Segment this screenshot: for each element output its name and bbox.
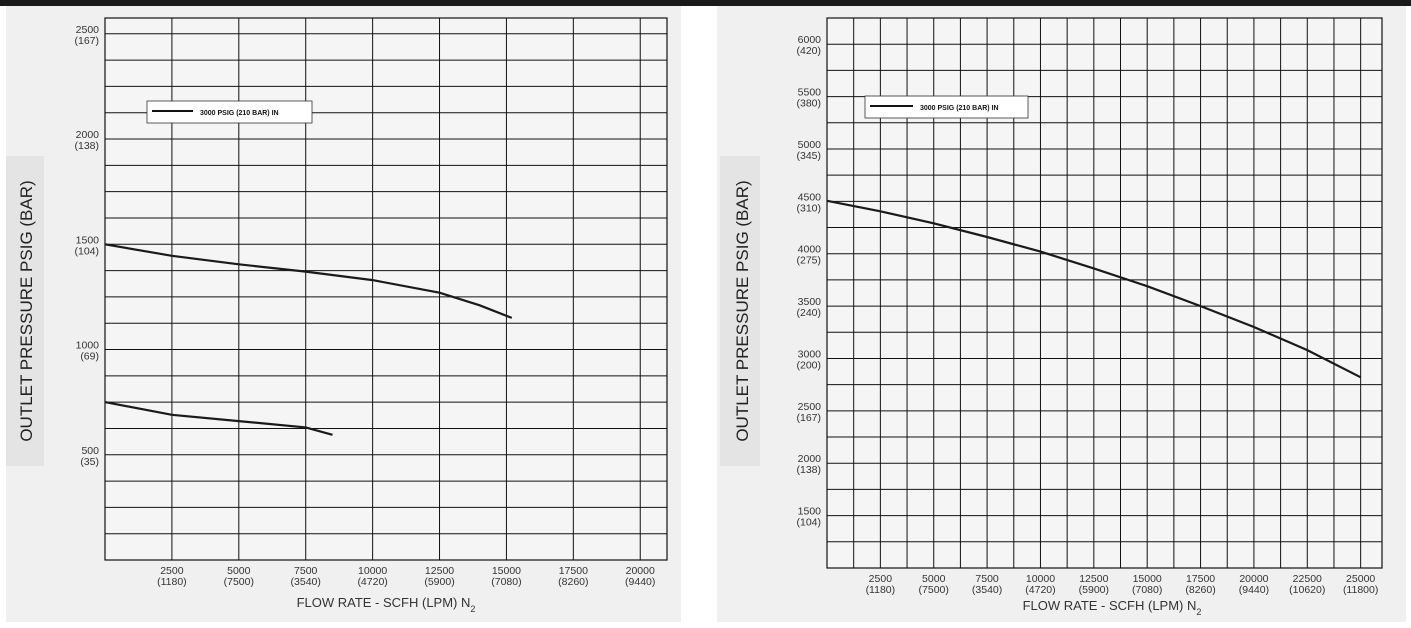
chart-left: OUTLET PRESSURE PSIG (BAR) 500(35) 1000(69…: [6, 17, 668, 614]
x-tick-sublabel: (11800): [1343, 584, 1378, 596]
ylabel-box: [6, 156, 44, 466]
y-tick-label: 3500: [798, 296, 822, 308]
chart-panel-right: OUTLET PRESSURE PSIG (BAR) 1500 (104) 2000(…: [717, 6, 1406, 622]
legend-label: 3000 PSIG (210 BAR) IN: [200, 110, 279, 117]
series-line: [826, 199, 1362, 379]
x-tick-sublabel: (1180): [866, 584, 896, 596]
x-tick-sublabel: (7080): [491, 576, 521, 588]
y-tick-sublabel: (167): [74, 35, 99, 47]
x-tick-label: 12500: [425, 565, 454, 577]
y-tick-label: 2500: [798, 401, 822, 413]
y-tick-sublabel: (200): [796, 359, 821, 371]
x-tick-sublabel: (8260): [558, 576, 588, 588]
legend-box: [146, 100, 313, 124]
x-tick-sublabel: (4720): [1025, 584, 1055, 596]
x-tick-sublabel: (7500): [919, 584, 949, 596]
y-tick-sublabel: (104): [796, 517, 821, 529]
y-tick-label: 2000: [76, 129, 100, 141]
y-tick-sublabel: (138): [796, 464, 821, 476]
y-tick-label: 2500: [76, 24, 100, 36]
series-line: [104, 401, 333, 436]
x-tick-sublabel: (9440): [625, 576, 655, 588]
y-tick-label: 1500: [76, 234, 100, 246]
y-tick-sublabel: (275): [796, 255, 821, 267]
x-tick-label: 22500: [1293, 573, 1322, 585]
x-axis-label: FLOW RATE - SCFH (LPM) N2: [1023, 598, 1202, 617]
y-tick-label: 5500: [798, 87, 822, 99]
x-tick-label: 17500: [1186, 573, 1215, 585]
x-axis-label-subscript: 2: [1196, 607, 1201, 617]
y-tick-label: 4000: [798, 244, 822, 256]
x-tick-sublabel: (10620): [1289, 584, 1325, 596]
x-tick-label: 10000: [1026, 573, 1055, 585]
top-border: [0, 0, 1411, 6]
ylabel-box: [720, 156, 760, 466]
x-tick-label: 12500: [1079, 573, 1108, 585]
y-tick-label: 2000: [798, 453, 822, 465]
x-tick-label: 7500: [975, 573, 999, 585]
y-tick-sublabel: (240): [796, 307, 821, 319]
y-tick-sublabel: (35): [80, 456, 99, 468]
x-tick-label: 10000: [358, 565, 387, 577]
y-tick-label: 5000: [798, 139, 822, 151]
y-tick-label: 1000: [76, 340, 100, 352]
x-tick-sublabel: (8260): [1185, 584, 1215, 596]
x-tick-sublabel: (7500): [224, 576, 254, 588]
legend-box: [864, 95, 1029, 119]
y-axis-label: OUTLET PRESSURE PSIG (BAR): [17, 180, 36, 441]
y-tick-sublabel: (167): [796, 412, 821, 424]
x-tick-label: 17500: [559, 565, 588, 577]
series-line: [104, 243, 513, 319]
x-tick-label: 2500: [869, 573, 893, 585]
x-axis-label: FLOW RATE - SCFH (LPM) N2: [297, 595, 476, 614]
x-axis-label-main: FLOW RATE - SCFH (LPM) N: [1023, 598, 1197, 613]
x-tick-sublabel: (5900): [424, 576, 454, 588]
x-axis-label-main: FLOW RATE - SCFH (LPM) N: [297, 595, 471, 610]
x-tick-label: 25000: [1346, 573, 1375, 585]
x-tick-label: 15000: [1133, 573, 1162, 585]
y-tick-label: 6000: [798, 34, 822, 46]
y-axis-label: OUTLET PRESSURE PSIG (BAR): [733, 180, 752, 441]
x-tick-label: 15000: [492, 565, 521, 577]
chart-right: OUTLET PRESSURE PSIG (BAR)1500(104)2000(…: [720, 17, 1383, 617]
x-tick-sublabel: (3540): [291, 576, 321, 588]
y-tick-sublabel: (138): [74, 140, 99, 152]
x-tick-sublabel: (9440): [1239, 584, 1269, 596]
y-tick-sublabel: (380): [796, 98, 821, 110]
x-tick-label: 7500: [294, 565, 318, 577]
chart-panel-left: OUTLET PRESSURE PSIG (BAR) 500 (35) 1000 (69…: [6, 6, 681, 622]
y-tick-label: 4500: [798, 191, 822, 203]
y-tick-sublabel: (69): [80, 351, 99, 363]
x-tick-sublabel: (3540): [972, 584, 1002, 596]
x-tick-sublabel: (5900): [1079, 584, 1109, 596]
y-tick-label: 3000: [798, 348, 822, 360]
x-tick-label: 20000: [626, 565, 655, 577]
y-tick-label: 500: [81, 445, 99, 457]
x-tick-sublabel: (4720): [357, 576, 387, 588]
x-tick-sublabel: (1180): [157, 576, 187, 588]
y-tick-label: 1500: [798, 506, 822, 518]
x-tick-label: 2500: [160, 565, 184, 577]
x-tick-label: 5000: [922, 573, 946, 585]
x-axis-label-subscript: 2: [470, 604, 475, 614]
y-tick-sublabel: (420): [796, 45, 821, 57]
plot-area: [104, 17, 668, 561]
y-tick-sublabel: (310): [796, 202, 821, 214]
x-tick-label: 5000: [227, 565, 251, 577]
y-tick-sublabel: (345): [796, 150, 821, 162]
x-tick-sublabel: (7080): [1132, 584, 1162, 596]
y-tick-sublabel: (104): [74, 245, 99, 257]
x-tick-label: 20000: [1239, 573, 1268, 585]
legend-label: 3000 PSIG (210 BAR) IN: [920, 105, 999, 112]
